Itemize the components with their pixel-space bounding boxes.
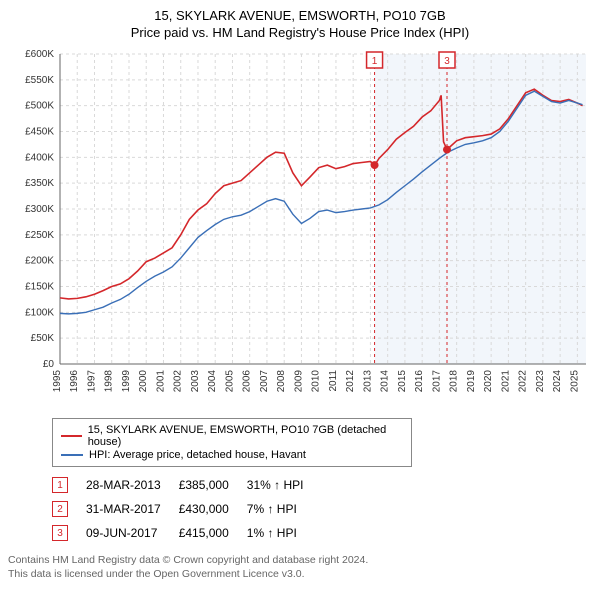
svg-text:2002: 2002 [173, 370, 184, 393]
svg-text:£500K: £500K [25, 101, 54, 112]
svg-text:2020: 2020 [483, 370, 494, 393]
svg-text:2013: 2013 [362, 370, 373, 393]
svg-text:2008: 2008 [276, 370, 287, 393]
sale-delta: 1% ↑ HPI [247, 521, 322, 545]
svg-text:2006: 2006 [242, 370, 253, 393]
attribution-footer: Contains HM Land Registry data © Crown c… [8, 553, 592, 581]
sales-table: 128-MAR-2013£385,00031% ↑ HPI231-MAR-201… [52, 473, 321, 545]
svg-text:3: 3 [444, 56, 450, 67]
sale-date: 09-JUN-2017 [86, 521, 179, 545]
svg-text:£450K: £450K [25, 127, 54, 138]
svg-text:1997: 1997 [86, 370, 97, 393]
svg-text:1998: 1998 [104, 370, 115, 393]
title-line-2: Price paid vs. HM Land Registry's House … [8, 25, 592, 40]
svg-text:2017: 2017 [431, 370, 442, 393]
svg-text:2011: 2011 [328, 370, 339, 392]
svg-text:£300K: £300K [25, 204, 54, 215]
svg-text:1996: 1996 [69, 370, 80, 393]
legend-swatch [61, 435, 82, 437]
svg-text:2022: 2022 [518, 370, 529, 393]
sale-price: £385,000 [179, 473, 247, 497]
legend-label: HPI: Average price, detached house, Hava… [89, 449, 306, 461]
svg-text:2015: 2015 [397, 370, 408, 393]
svg-text:1995: 1995 [52, 370, 63, 393]
svg-text:1999: 1999 [121, 370, 132, 393]
svg-text:2004: 2004 [207, 370, 218, 393]
legend-item: 15, SKYLARK AVENUE, EMSWORTH, PO10 7GB (… [61, 424, 403, 448]
sale-delta: 7% ↑ HPI [247, 497, 322, 521]
sale-delta: 31% ↑ HPI [247, 473, 322, 497]
svg-text:1: 1 [372, 56, 378, 67]
svg-text:£0: £0 [43, 359, 55, 370]
svg-text:2016: 2016 [414, 370, 425, 393]
sale-date: 31-MAR-2017 [86, 497, 179, 521]
sale-price: £430,000 [179, 497, 247, 521]
legend-swatch [61, 454, 83, 456]
svg-text:2001: 2001 [155, 370, 166, 393]
sale-marker: 1 [52, 477, 68, 493]
sale-marker: 2 [52, 501, 68, 517]
legend: 15, SKYLARK AVENUE, EMSWORTH, PO10 7GB (… [52, 418, 412, 467]
svg-text:2018: 2018 [449, 370, 460, 393]
svg-text:£200K: £200K [25, 256, 54, 267]
sales-row: 2 31-MAR-2017£430,0007% ↑ HPI [52, 497, 321, 521]
svg-text:2012: 2012 [345, 370, 356, 393]
svg-text:2014: 2014 [380, 370, 391, 393]
sales-row: 1 28-MAR-2013£385,00031% ↑ HPI [52, 473, 321, 497]
sale-price: £415,000 [179, 521, 247, 545]
legend-item: HPI: Average price, detached house, Hava… [61, 449, 403, 461]
svg-text:2010: 2010 [311, 370, 322, 393]
svg-text:2019: 2019 [466, 370, 477, 393]
svg-text:£600K: £600K [25, 49, 54, 60]
svg-text:2024: 2024 [552, 370, 563, 393]
footer-line-1: Contains HM Land Registry data © Crown c… [8, 553, 592, 567]
title-line-1: 15, SKYLARK AVENUE, EMSWORTH, PO10 7GB [8, 8, 592, 23]
svg-text:2000: 2000 [138, 370, 149, 393]
svg-text:£50K: £50K [31, 333, 55, 344]
price-chart: £0 £50K £100K £150K £200K £250K £300K £350K £400… [8, 44, 592, 414]
svg-text:2021: 2021 [500, 370, 511, 393]
footer-line-2: This data is licensed under the Open Gov… [8, 567, 592, 581]
svg-text:2023: 2023 [535, 370, 546, 393]
svg-text:2007: 2007 [259, 370, 270, 393]
svg-text:2025: 2025 [569, 370, 580, 393]
sale-marker: 3 [52, 525, 68, 541]
sale-date: 28-MAR-2013 [86, 473, 179, 497]
svg-text:£400K: £400K [25, 152, 54, 163]
svg-text:£250K: £250K [25, 230, 54, 241]
chart-title-block: 15, SKYLARK AVENUE, EMSWORTH, PO10 7GB P… [8, 8, 592, 40]
svg-text:2003: 2003 [190, 370, 201, 393]
chart-canvas: £0 £50K £100K £150K £200K £250K £300K £350K £400… [8, 44, 592, 414]
svg-text:£350K: £350K [25, 178, 54, 189]
svg-text:2005: 2005 [224, 370, 235, 393]
svg-text:£150K: £150K [25, 282, 54, 293]
svg-text:£100K: £100K [25, 307, 54, 318]
svg-text:2009: 2009 [293, 370, 304, 393]
legend-label: 15, SKYLARK AVENUE, EMSWORTH, PO10 7GB (… [88, 424, 403, 448]
svg-text:£550K: £550K [25, 75, 54, 86]
sales-row: 3 09-JUN-2017£415,0001% ↑ HPI [52, 521, 321, 545]
